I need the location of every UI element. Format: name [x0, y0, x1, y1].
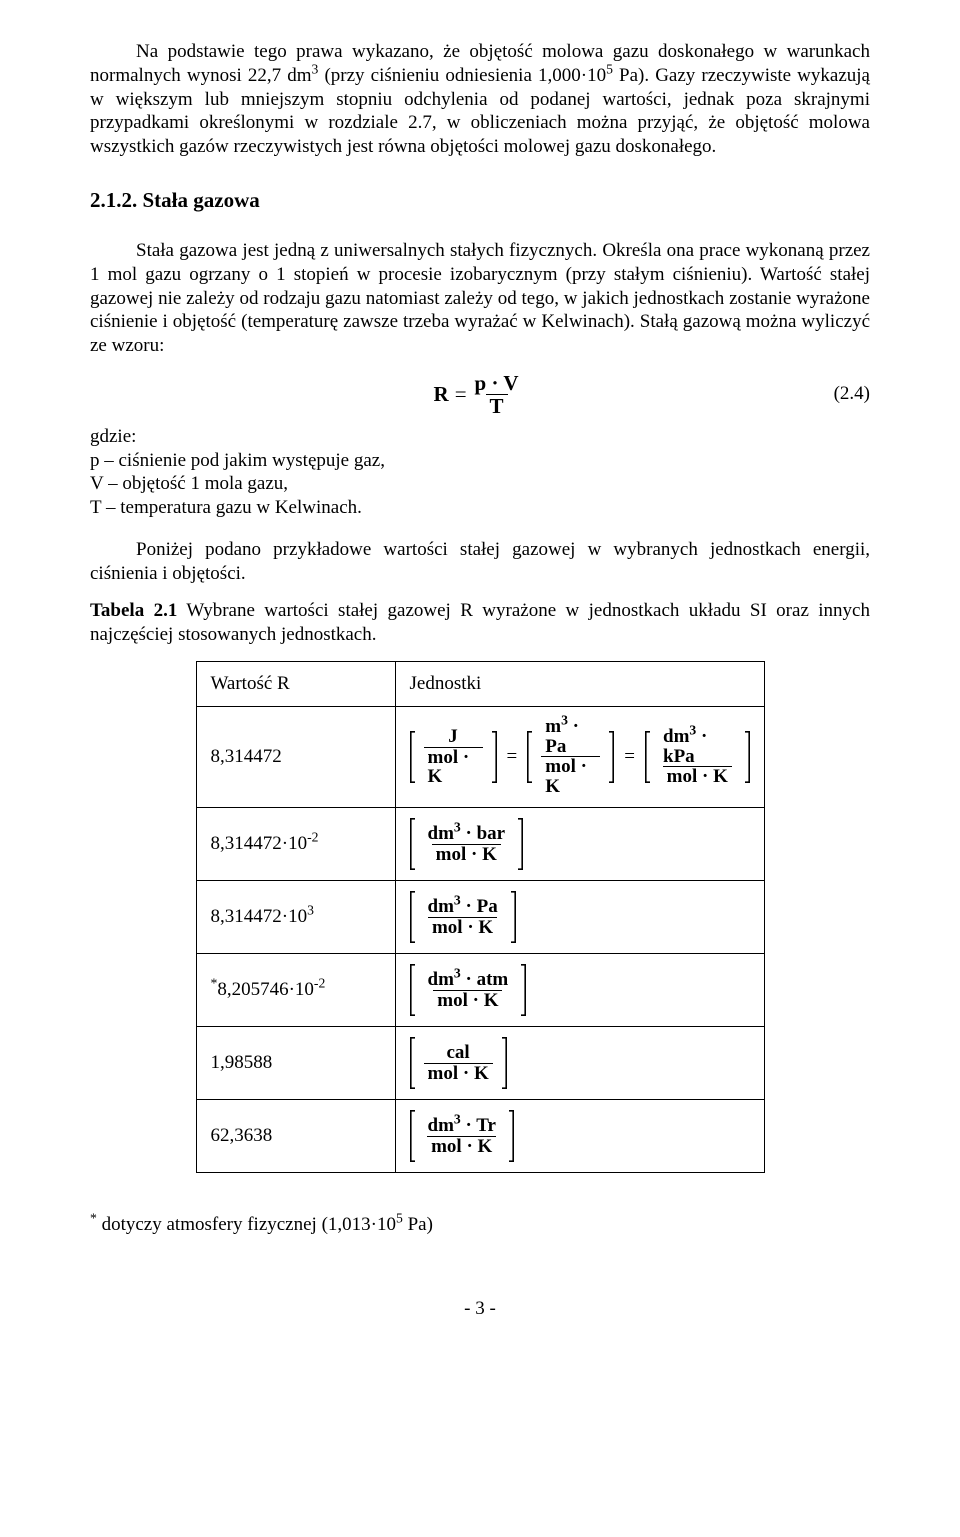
- eq-numerator: p · V: [471, 372, 523, 394]
- footnote-star: *: [90, 1211, 97, 1226]
- th-units: Jednostki: [395, 661, 764, 706]
- p1-text-b: (przy ciśnieniu odniesienia 1,000·10: [318, 65, 606, 86]
- table-row: 1,98588calmol · K: [196, 1027, 764, 1100]
- table-caption-label: Tabela 2.1: [90, 600, 177, 621]
- footnote-text-a: dotyczy atmosfery fizycznej (1,013·10: [97, 1214, 396, 1235]
- table-row: 8,314472·103dm3 · Pamol · K: [196, 881, 764, 954]
- table-caption-text: Wybrane wartości stałej gazowej R wyrażo…: [90, 600, 870, 645]
- table-unit-cell: Jmol · K=m3 · Pamol · K=dm3 · kPamol · K: [395, 706, 764, 808]
- th-value: Wartość R: [196, 661, 395, 706]
- eq-fraction: p · V T: [471, 372, 523, 417]
- table-row: 8,314472·10-2dm3 · barmol · K: [196, 808, 764, 881]
- table-unit-cell: dm3 · barmol · K: [395, 808, 764, 881]
- footnote-sup: 5: [396, 1211, 403, 1226]
- def-t: T – temperatura gazu w Kelwinach.: [90, 496, 870, 520]
- table-row: 62,3638dm3 · Trmol · K: [196, 1100, 764, 1173]
- table-header-row: Wartość R Jednostki: [196, 661, 764, 706]
- equation-number: (2.4): [527, 382, 871, 406]
- def-p: p – ciśnienie pod jakim występuje gaz,: [90, 449, 870, 473]
- p1-sup2: 5: [606, 61, 613, 76]
- table-unit-cell: calmol · K: [395, 1027, 764, 1100]
- table-value-cell: 62,3638: [196, 1100, 395, 1173]
- table-row: *8,205746·10-2dm3 · atmmol · K: [196, 954, 764, 1027]
- gas-const-paragraph: Stała gazowa jest jedną z uniwersalnych …: [90, 239, 870, 358]
- intro-paragraph: Na podstawie tego prawa wykazano, że obj…: [90, 40, 870, 159]
- page-number: - 3 -: [90, 1297, 870, 1321]
- table-unit-cell: dm3 · Trmol · K: [395, 1100, 764, 1173]
- def-gdzie: gdzie:: [90, 425, 870, 449]
- footnote-text-b: Pa): [403, 1214, 433, 1235]
- table-unit-cell: dm3 · Pamol · K: [395, 881, 764, 954]
- eq-equals: =: [455, 381, 467, 407]
- equation-R: R = p · V T: [434, 372, 527, 417]
- table-value-cell: *8,205746·10-2: [196, 954, 395, 1027]
- section-title: 2.1.2. Stała gazowa: [90, 187, 870, 213]
- def-v: V – objętość 1 mola gazu,: [90, 472, 870, 496]
- footnote: * dotyczy atmosfery fizycznej (1,013·105…: [90, 1213, 870, 1237]
- table-unit-cell: dm3 · atmmol · K: [395, 954, 764, 1027]
- table-value-cell: 8,314472·10-2: [196, 808, 395, 881]
- gas-constant-table: Wartość R Jednostki 8,314472Jmol · K=m3 …: [196, 661, 765, 1174]
- table-value-cell: 1,98588: [196, 1027, 395, 1100]
- eq-R-symbol: R: [434, 381, 449, 407]
- values-intro-paragraph: Poniżej podano przykładowe wartości stał…: [90, 538, 870, 586]
- equation-row: R = p · V T (2.4): [90, 372, 870, 417]
- definitions-block: gdzie: p – ciśnienie pod jakim występuje…: [90, 425, 870, 520]
- eq-denominator: T: [486, 394, 508, 417]
- table-value-cell: 8,314472: [196, 706, 395, 808]
- table-caption: Tabela 2.1 Wybrane wartości stałej gazow…: [90, 599, 870, 647]
- table-row: 8,314472Jmol · K=m3 · Pamol · K=dm3 · kP…: [196, 706, 764, 808]
- table-value-cell: 8,314472·103: [196, 881, 395, 954]
